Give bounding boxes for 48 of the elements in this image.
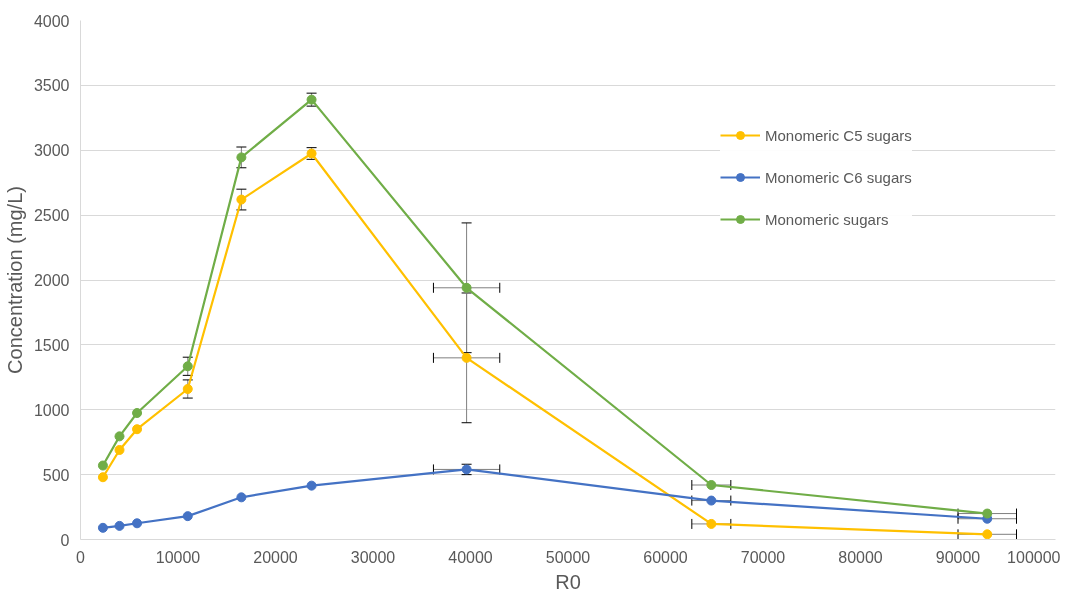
x-axis-title: R0	[555, 570, 581, 593]
legend-label: Monomeric sugars	[765, 210, 889, 228]
x-tick-label: 60000	[643, 548, 688, 566]
point	[114, 520, 125, 531]
x-tick-label: 40000	[448, 548, 493, 566]
point	[97, 472, 108, 483]
point	[236, 492, 247, 503]
point	[461, 352, 472, 363]
point	[114, 431, 125, 442]
y-axis-title: Concentration (mg/L)	[3, 186, 26, 374]
x-tick-label: 10000	[155, 548, 201, 566]
point	[706, 480, 717, 490]
point	[182, 511, 193, 522]
y-tick-label: 1000	[33, 401, 70, 419]
x-tick-label: 30000	[350, 548, 396, 566]
legend-label: Monomeric C5 sugars	[765, 126, 912, 144]
point	[132, 424, 143, 435]
x-tick-label: 70000	[740, 548, 786, 566]
y-tick-label: 4000	[33, 12, 70, 30]
x-tick-label: 80000	[838, 548, 883, 566]
x-tick-label: 50000	[545, 548, 591, 566]
point	[97, 522, 108, 533]
point	[236, 194, 247, 205]
x-tick-label: 100000	[1007, 548, 1061, 566]
y-tick-label: 2500	[33, 207, 70, 225]
point	[182, 384, 193, 394]
point	[982, 529, 993, 540]
x-tick-label: 20000	[253, 548, 298, 566]
point	[132, 408, 143, 418]
point	[706, 518, 717, 529]
point	[306, 480, 317, 491]
point	[461, 282, 472, 293]
x-tick-label: 90000	[935, 548, 981, 566]
point	[97, 460, 108, 471]
point	[706, 495, 717, 506]
legend-label: Monomeric C6 sugars	[765, 168, 912, 186]
point	[114, 444, 125, 455]
y-tick-label: 500	[42, 466, 70, 484]
point	[182, 361, 193, 372]
x-tick-label: 0	[76, 548, 86, 566]
y-tick-label: 1500	[33, 336, 70, 354]
point	[236, 152, 247, 163]
y-tick-label: 2000	[33, 272, 70, 289]
y-tick-label: 0	[60, 531, 70, 549]
y-tick-label: 3000	[33, 142, 70, 160]
point	[132, 518, 143, 529]
y-tick-label: 3500	[33, 77, 70, 95]
point	[982, 508, 993, 519]
